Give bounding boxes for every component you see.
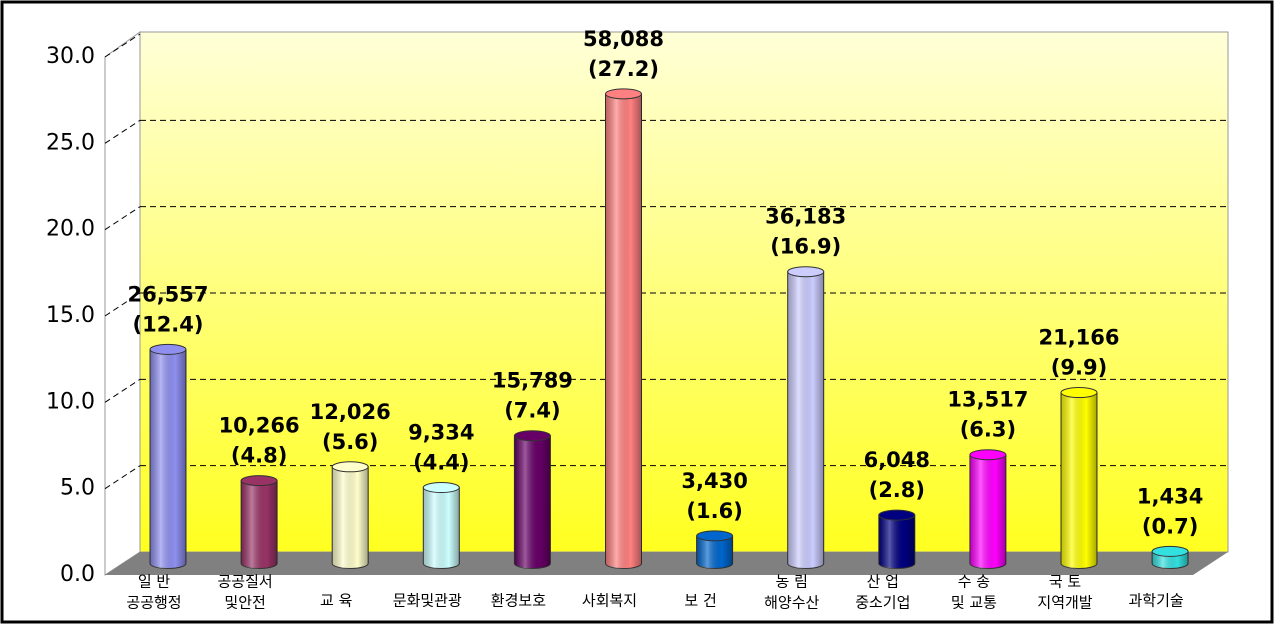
x-tick-label: 교 육 (320, 592, 352, 610)
amount-label: 58,088 (583, 27, 664, 51)
amount-label: 12,026 (310, 400, 391, 424)
x-tick-label: 산 업 (867, 573, 899, 591)
bar (149, 343, 187, 569)
bar (240, 475, 278, 569)
x-tick-label: 보 건 (684, 592, 716, 610)
x-tick-label: 수 송 (958, 573, 990, 591)
x-tick-label: 공공행정 (126, 594, 181, 612)
grid-line (104, 33, 141, 58)
value-label: (7.4) (504, 399, 560, 423)
bar (878, 509, 916, 569)
value-label: (4.4) (413, 451, 469, 475)
x-tick-label: 과학기술 (1128, 592, 1183, 610)
y-tick-label: 25.0 (46, 130, 95, 155)
amount-label: 6,048 (864, 448, 930, 472)
amount-label: 1,434 (1137, 484, 1203, 508)
x-tick-label: 환경보호 (491, 592, 546, 610)
amount-label: 36,183 (765, 205, 846, 229)
grid-line (104, 206, 141, 231)
bar (605, 88, 642, 569)
x-tick-label: 사회복지 (582, 592, 637, 610)
x-tick-label: 및안전 (224, 594, 265, 612)
x-tick-label: 국 토 (1049, 573, 1082, 591)
grid-line (104, 119, 141, 144)
x-tick-label: 일 반 (138, 573, 171, 591)
grid-line (104, 378, 141, 403)
y-tick-label: 20.0 (46, 217, 95, 242)
x-tick-label: 농 림 (776, 573, 808, 591)
amount-label: 26,557 (127, 282, 208, 306)
amount-label: 10,266 (219, 414, 300, 438)
amount-label: 15,789 (492, 369, 573, 393)
grid-line (104, 292, 141, 317)
floor (105, 552, 1228, 575)
amount-label: 13,517 (947, 388, 1028, 412)
x-tick-label: 해양수산 (764, 594, 819, 612)
x-tick-label: 및 교통 (951, 594, 997, 612)
bar (331, 461, 369, 569)
bar (1060, 387, 1098, 569)
amount-label: 3,430 (681, 469, 747, 493)
x-tick-label: 중소기업 (855, 594, 910, 612)
y-tick-label: 10.0 (46, 389, 95, 414)
value-label: (0.7) (1142, 514, 1198, 538)
value-label: (9.9) (1051, 356, 1107, 380)
amount-label: 21,166 (1038, 326, 1119, 350)
y-tick-label: 0.0 (60, 562, 95, 587)
value-label: (6.3) (960, 418, 1016, 442)
y-tick-label: 15.0 (46, 303, 95, 328)
value-label: (16.9) (770, 235, 841, 259)
bar (1151, 545, 1189, 569)
x-tick-label: 문화및관광 (393, 592, 462, 610)
grid-line (104, 465, 141, 490)
x-tick-label: 공공질서 (217, 573, 272, 591)
value-label: (5.6) (322, 430, 378, 454)
y-tick-label: 5.0 (60, 476, 95, 501)
bar (696, 530, 734, 569)
amount-label: 9,334 (408, 421, 474, 445)
x-tick-label: 지역개발 (1037, 594, 1092, 612)
value-label: (27.2) (588, 57, 659, 81)
bar (787, 266, 825, 569)
y-tick-label: 30.0 (46, 44, 95, 69)
bar (422, 482, 460, 569)
value-label: (1.6) (686, 499, 742, 523)
value-label: (4.8) (231, 444, 287, 468)
bar (513, 430, 551, 569)
value-label: (12.4) (132, 312, 203, 336)
bar (969, 449, 1007, 569)
value-label: (2.8) (869, 478, 925, 502)
